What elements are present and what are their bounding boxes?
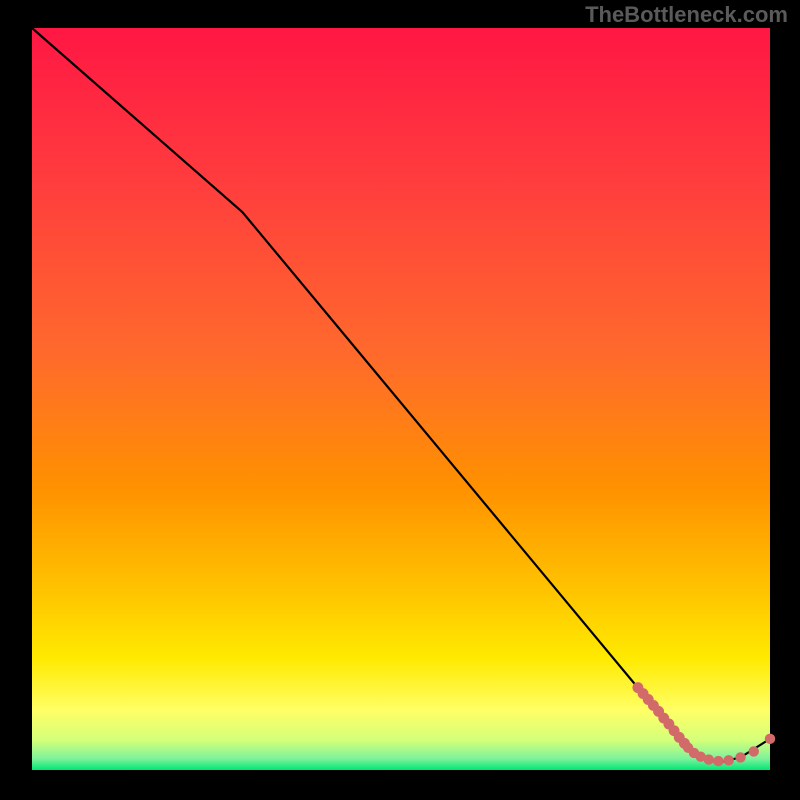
bottleneck-plot	[32, 28, 770, 770]
watermark-text: TheBottleneck.com	[585, 2, 788, 28]
